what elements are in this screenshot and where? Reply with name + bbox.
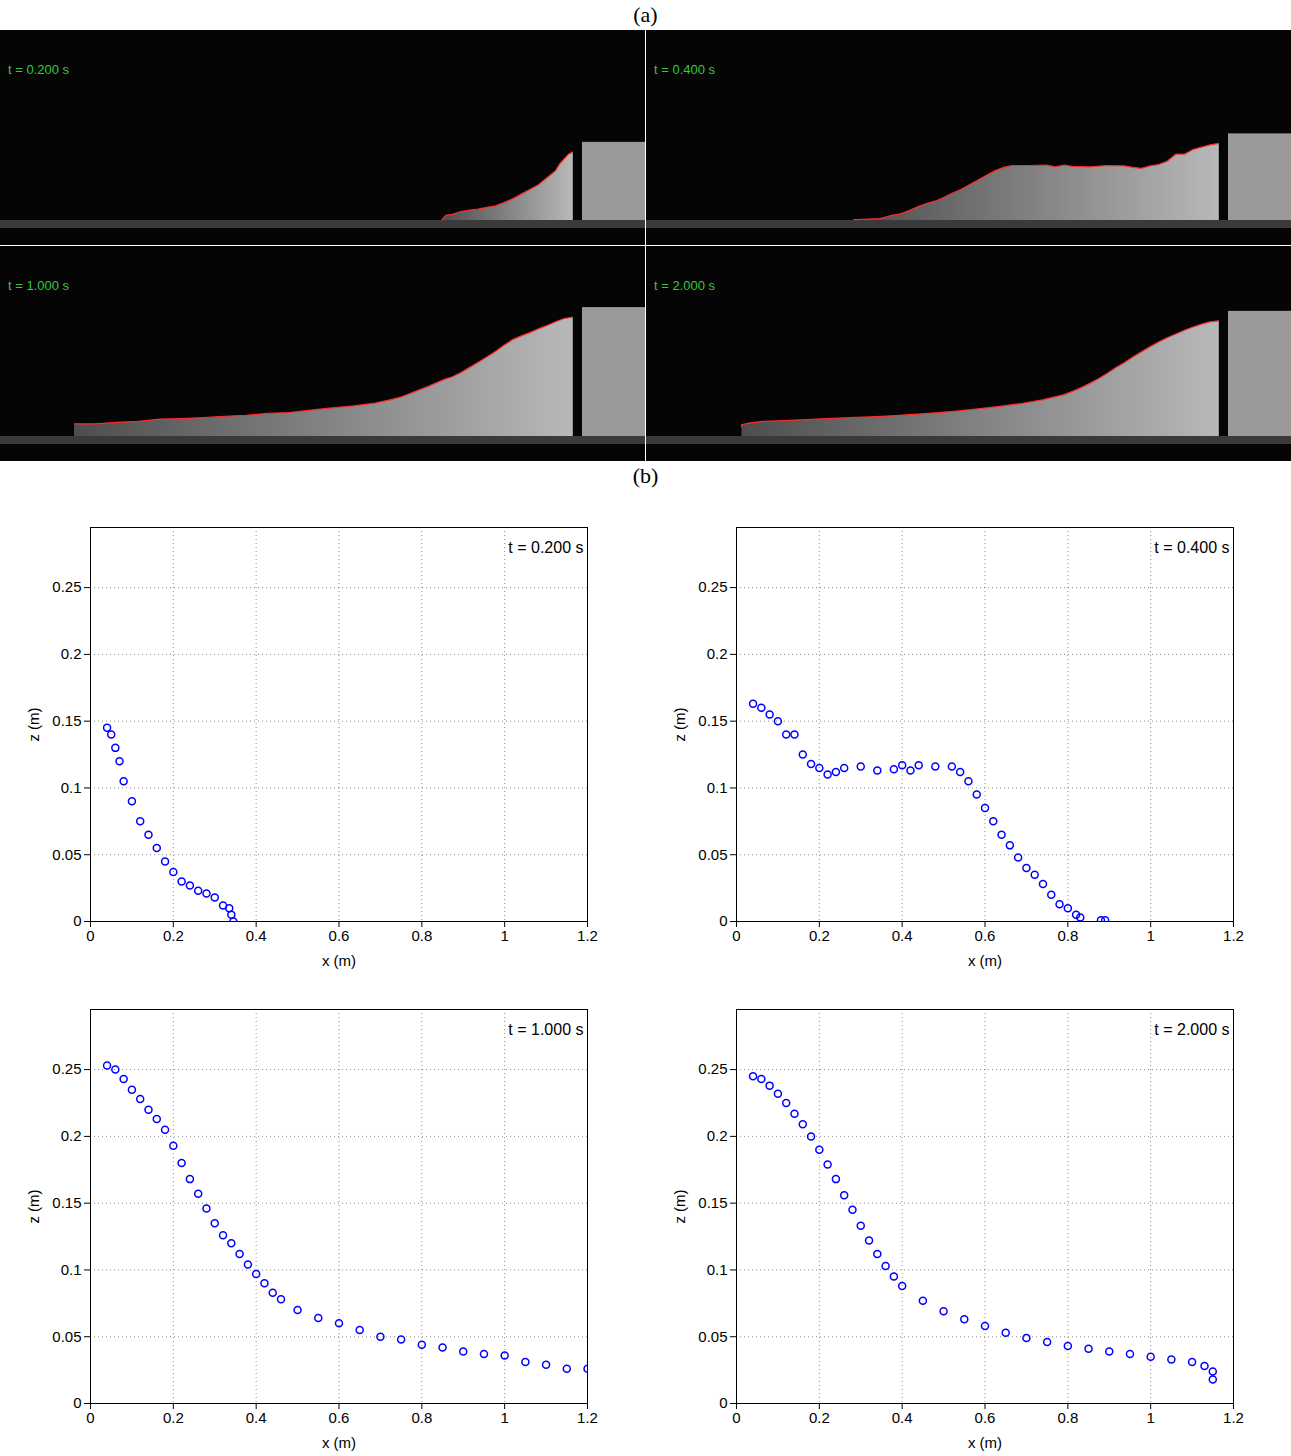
svg-text:t = 0.400 s: t = 0.400 s (1154, 539, 1229, 556)
svg-text:0.05: 0.05 (52, 1328, 81, 1345)
svg-text:0.8: 0.8 (1057, 927, 1078, 944)
svg-text:0: 0 (86, 1409, 94, 1426)
svg-text:1.2: 1.2 (1223, 1409, 1244, 1426)
svg-text:0.2: 0.2 (707, 645, 728, 662)
svg-text:0: 0 (732, 927, 740, 944)
svg-text:1: 1 (1146, 1409, 1154, 1426)
svg-text:x (m): x (m) (322, 1434, 356, 1451)
svg-text:z (m): z (m) (671, 1189, 688, 1223)
svg-text:0.25: 0.25 (52, 578, 81, 595)
svg-text:0.05: 0.05 (698, 1328, 727, 1345)
svg-text:0.2: 0.2 (809, 1409, 830, 1426)
svg-text:0.4: 0.4 (892, 927, 913, 944)
svg-text:t = 1.000 s: t = 1.000 s (508, 1021, 583, 1038)
svg-text:x (m): x (m) (968, 1434, 1002, 1451)
svg-text:0: 0 (732, 1409, 740, 1426)
svg-text:0.4: 0.4 (246, 927, 267, 944)
svg-text:0.15: 0.15 (698, 712, 727, 729)
svg-text:0.8: 0.8 (1057, 1409, 1078, 1426)
svg-text:t = 2.000 s: t = 2.000 s (654, 278, 716, 293)
html-text:(b): (b) (632, 463, 659, 488)
svg-text:t = 0.400 s: t = 0.400 s (654, 62, 716, 77)
html-text:(a): (a) (633, 2, 658, 27)
svg-text:1.2: 1.2 (1223, 927, 1244, 944)
svg-text:0: 0 (73, 1394, 81, 1411)
svg-text:0.2: 0.2 (163, 927, 184, 944)
svg-text:z (m): z (m) (671, 707, 688, 741)
svg-text:0.2: 0.2 (707, 1127, 728, 1144)
svg-text:t = 1.000 s: t = 1.000 s (8, 278, 70, 293)
svg-text:0.6: 0.6 (975, 1409, 996, 1426)
svg-text:0.8: 0.8 (411, 1409, 432, 1426)
svg-text:1: 1 (1146, 927, 1154, 944)
svg-text:z (m): z (m) (25, 1189, 42, 1223)
svg-text:0: 0 (719, 912, 727, 929)
svg-text:0.1: 0.1 (707, 1261, 728, 1278)
svg-text:0.8: 0.8 (411, 927, 432, 944)
svg-text:0.15: 0.15 (52, 712, 81, 729)
svg-text:x (m): x (m) (322, 952, 356, 969)
svg-text:t = 0.200 s: t = 0.200 s (8, 62, 70, 77)
svg-text:0.2: 0.2 (809, 927, 830, 944)
svg-text:t = 0.200 s: t = 0.200 s (508, 539, 583, 556)
svg-text:1: 1 (500, 927, 508, 944)
svg-text:1.2: 1.2 (577, 1409, 598, 1426)
svg-text:0.25: 0.25 (698, 1060, 727, 1077)
svg-text:0.15: 0.15 (698, 1194, 727, 1211)
svg-text:0.15: 0.15 (52, 1194, 81, 1211)
svg-text:0.1: 0.1 (707, 779, 728, 796)
svg-text:0.1: 0.1 (61, 1261, 82, 1278)
svg-text:0.6: 0.6 (329, 1409, 350, 1426)
svg-text:0.05: 0.05 (698, 846, 727, 863)
svg-text:z (m): z (m) (25, 707, 42, 741)
svg-text:1: 1 (500, 1409, 508, 1426)
svg-text:0: 0 (86, 927, 94, 944)
svg-text:0.4: 0.4 (892, 1409, 913, 1426)
svg-text:0.2: 0.2 (61, 1127, 82, 1144)
svg-text:0.6: 0.6 (975, 927, 996, 944)
svg-text:0.25: 0.25 (52, 1060, 81, 1077)
svg-text:0.6: 0.6 (329, 927, 350, 944)
svg-text:0.2: 0.2 (163, 1409, 184, 1426)
svg-text:0.1: 0.1 (61, 779, 82, 796)
svg-text:0.2: 0.2 (61, 645, 82, 662)
svg-text:0: 0 (719, 1394, 727, 1411)
svg-text:0.25: 0.25 (698, 578, 727, 595)
svg-text:1.2: 1.2 (577, 927, 598, 944)
svg-text:0.05: 0.05 (52, 846, 81, 863)
svg-text:0: 0 (73, 912, 81, 929)
svg-text:0.4: 0.4 (246, 1409, 267, 1426)
svg-text:x (m): x (m) (968, 952, 1002, 969)
svg-text:t = 2.000 s: t = 2.000 s (1154, 1021, 1229, 1038)
